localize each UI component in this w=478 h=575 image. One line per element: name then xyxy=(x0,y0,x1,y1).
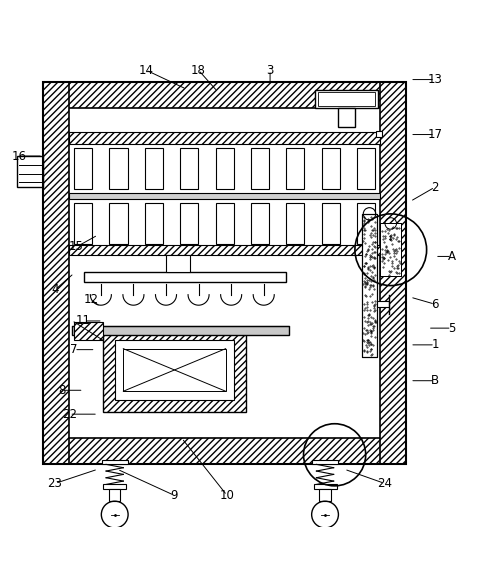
Bar xyxy=(251,203,269,244)
Bar xyxy=(312,459,338,465)
Bar xyxy=(286,203,304,244)
Bar xyxy=(109,148,128,189)
Bar xyxy=(103,328,246,412)
Bar xyxy=(101,459,128,465)
Text: 13: 13 xyxy=(427,73,443,86)
Polygon shape xyxy=(188,294,209,305)
Bar xyxy=(43,82,406,108)
Text: B: B xyxy=(431,374,439,387)
Text: 6: 6 xyxy=(431,298,439,311)
Text: 7: 7 xyxy=(70,343,78,356)
Text: 9: 9 xyxy=(171,489,178,502)
Text: 18: 18 xyxy=(191,63,206,76)
Text: 24: 24 xyxy=(377,477,392,490)
Bar xyxy=(74,148,92,189)
Bar xyxy=(251,148,269,189)
Bar xyxy=(109,203,128,244)
Text: 17: 17 xyxy=(427,128,443,141)
Polygon shape xyxy=(253,294,274,305)
Bar xyxy=(43,82,69,465)
Text: 8: 8 xyxy=(58,384,66,397)
Bar xyxy=(380,224,401,276)
Bar xyxy=(74,322,103,340)
Bar xyxy=(216,148,234,189)
Text: 3: 3 xyxy=(266,63,274,76)
Text: 5: 5 xyxy=(448,321,456,335)
Bar xyxy=(84,272,286,282)
Bar xyxy=(286,148,304,189)
Bar xyxy=(72,326,289,335)
Bar xyxy=(69,245,380,255)
Text: 2: 2 xyxy=(431,181,439,194)
Bar xyxy=(17,156,43,187)
Text: 12: 12 xyxy=(83,293,98,306)
Bar xyxy=(145,148,163,189)
Bar xyxy=(69,132,380,144)
Bar xyxy=(338,108,355,128)
Polygon shape xyxy=(90,294,111,305)
Text: 16: 16 xyxy=(11,150,27,163)
Bar xyxy=(43,82,406,465)
Bar xyxy=(123,348,226,391)
Bar xyxy=(380,82,406,465)
Bar xyxy=(362,214,377,357)
Text: 22: 22 xyxy=(62,408,77,421)
Bar xyxy=(216,203,234,244)
Bar xyxy=(357,203,375,244)
Bar xyxy=(109,489,120,501)
Bar xyxy=(43,438,406,465)
Text: 4: 4 xyxy=(51,283,59,296)
Polygon shape xyxy=(123,294,144,305)
Bar xyxy=(318,93,375,106)
Text: 15: 15 xyxy=(69,240,84,254)
Bar xyxy=(145,203,163,244)
Bar xyxy=(69,193,380,199)
Bar xyxy=(74,203,92,244)
Bar xyxy=(315,90,378,108)
Polygon shape xyxy=(221,294,242,305)
Bar xyxy=(376,131,382,137)
Text: 11: 11 xyxy=(76,315,91,327)
Bar xyxy=(180,203,198,244)
Text: 10: 10 xyxy=(219,489,235,502)
Bar xyxy=(357,148,375,189)
Bar xyxy=(314,484,337,489)
Polygon shape xyxy=(155,294,176,305)
Bar xyxy=(180,148,198,189)
Bar xyxy=(115,340,234,400)
Text: A: A xyxy=(448,250,456,263)
Bar xyxy=(362,214,377,357)
Text: 1: 1 xyxy=(431,338,439,351)
Text: 14: 14 xyxy=(138,63,153,76)
Bar xyxy=(377,301,389,307)
Bar xyxy=(322,148,340,189)
Bar xyxy=(166,255,190,272)
Bar xyxy=(103,484,126,489)
Bar xyxy=(380,224,401,276)
Bar xyxy=(322,203,340,244)
Text: 23: 23 xyxy=(47,477,63,490)
Bar xyxy=(319,489,331,501)
